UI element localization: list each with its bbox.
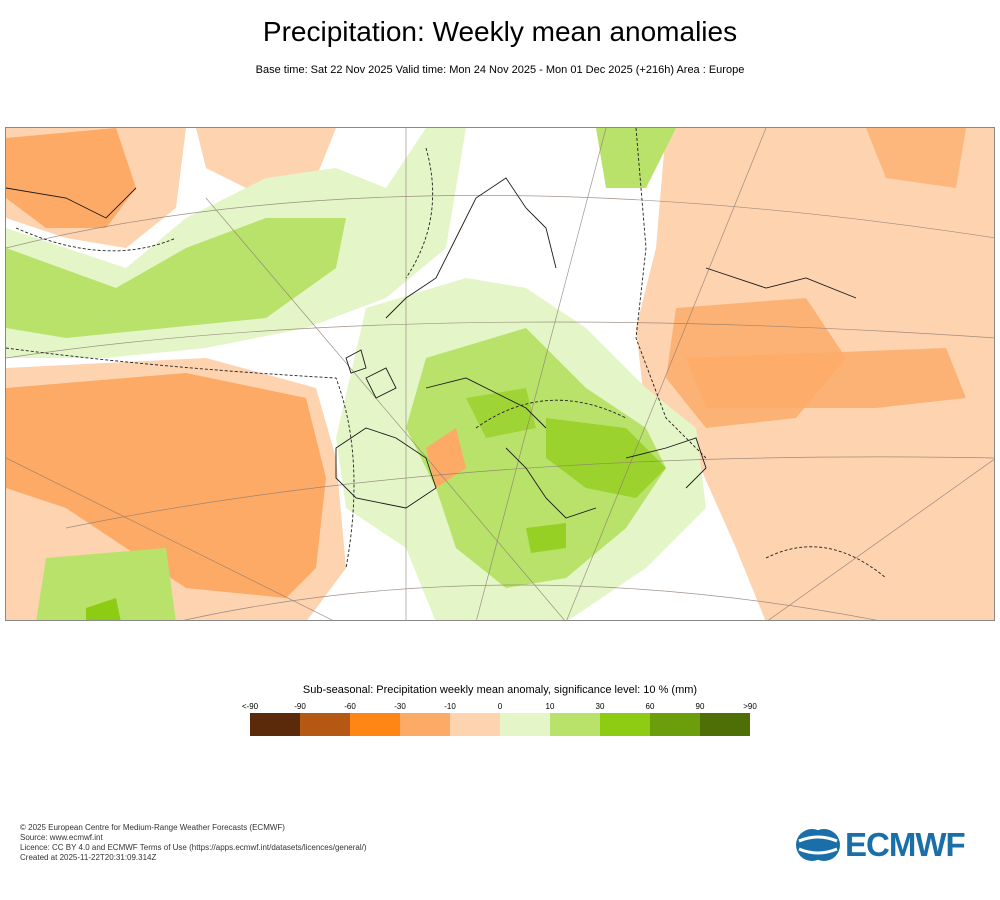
map-subtitle: Base time: Sat 22 Nov 2025 Valid time: M… bbox=[255, 64, 745, 76]
legend-tick-label: 90 bbox=[695, 702, 705, 711]
ecmwf-emblem-icon bbox=[796, 829, 840, 861]
legend-tick-label: -10 bbox=[444, 702, 456, 711]
legend-title: Sub-seasonal: Precipitation weekly mean … bbox=[302, 684, 698, 696]
legend-swatch bbox=[650, 713, 700, 736]
legend-tick-label: 60 bbox=[645, 702, 655, 711]
legend-swatch bbox=[350, 713, 400, 736]
legend-swatch bbox=[400, 713, 450, 736]
legend-tick-label: -30 bbox=[394, 702, 406, 711]
map-title: Precipitation: Weekly mean anomalies bbox=[262, 16, 738, 47]
footer-source: Source: www.ecmwf.int bbox=[20, 833, 103, 842]
anomaly-map-canvas bbox=[6, 128, 994, 620]
footer-licence: Licence: CC BY 4.0 and ECMWF Terms of Us… bbox=[20, 843, 367, 852]
legend-tick-label: 0 bbox=[497, 702, 503, 711]
legend-tick-label: <-90 bbox=[241, 702, 259, 711]
legend-tick-label: -90 bbox=[294, 702, 306, 711]
legend-tick-label: -60 bbox=[344, 702, 356, 711]
legend-swatch bbox=[450, 713, 500, 736]
footer-credits: © 2025 European Centre for Medium-Range … bbox=[20, 823, 367, 863]
legend-colorbar bbox=[250, 713, 750, 736]
legend-ticks: <-90 -90 -60 -30 -10 0 10 30 60 90 >90 bbox=[242, 702, 757, 712]
legend-swatch bbox=[250, 713, 300, 736]
legend-swatch bbox=[700, 713, 750, 736]
legend-swatch bbox=[600, 713, 650, 736]
legend-tick-label: 30 bbox=[595, 702, 605, 711]
footer-copyright: © 2025 European Centre for Medium-Range … bbox=[20, 823, 285, 832]
legend-swatch bbox=[550, 713, 600, 736]
legend-tick-label: 10 bbox=[545, 702, 555, 711]
legend-swatch bbox=[500, 713, 550, 736]
ecmwf-logo-text: ECMWF bbox=[845, 826, 966, 863]
ecmwf-logo: ECMWF bbox=[795, 826, 985, 864]
legend-tick-label: >90 bbox=[743, 702, 757, 711]
footer-created: Created at 2025-11-22T20:31:09.314Z bbox=[20, 853, 157, 862]
legend-swatch bbox=[300, 713, 350, 736]
anomaly-map bbox=[5, 127, 995, 621]
